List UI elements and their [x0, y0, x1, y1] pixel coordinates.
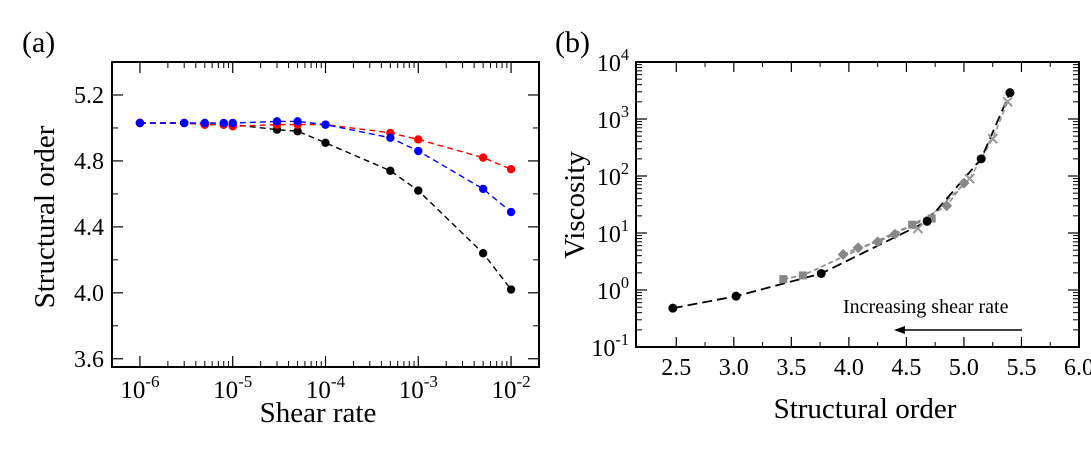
panel-b-y-tick-labels: 10-1 100 101 102 103 104 — [591, 45, 629, 362]
panel-b-point-black-circles — [731, 291, 741, 301]
panel-a-point-blue — [272, 117, 282, 126]
panel-a-y-tick-label: 4.0 — [74, 281, 104, 307]
panel-a-point-black — [506, 285, 516, 294]
panel-b-point-gray-diamonds — [852, 242, 864, 254]
panel-b-point-gray-squares — [908, 220, 917, 229]
panel-b-x-tick-label: 3.0 — [719, 355, 749, 381]
panel-b-y-tick-label: 102 — [597, 159, 629, 191]
panel-a-x-tick-label: 10-2 — [491, 372, 530, 404]
panel-a-x-tick-label: 10-6 — [120, 372, 159, 404]
panel-b-point-black-circles — [668, 303, 678, 313]
panel-a-point-blue — [135, 118, 145, 128]
panel-b-point-gray-squares — [779, 275, 788, 284]
panel-b-x-tick-label: 4.0 — [834, 355, 864, 381]
panel-a-series-line-blue — [139, 120, 512, 213]
panel-a-series-line-black — [139, 122, 512, 290]
panel-a-point-red — [478, 153, 488, 162]
panel-b-point-gray-crosses — [1002, 96, 1013, 108]
panel-b-point-gray-diamonds — [889, 228, 901, 240]
panel-a-x-tick-label: 10-4 — [306, 372, 346, 404]
panel-b-y-tick-label: 104 — [597, 45, 629, 77]
panel-a-point-blue — [414, 146, 423, 156]
panel-a-point-black — [321, 138, 330, 147]
panel-b-point-gray-crosses — [987, 133, 998, 144]
panel-a-point-blue — [200, 118, 209, 128]
panel-b-y-tick-label: 100 — [597, 273, 629, 305]
panel-b-y-tick-label: 101 — [597, 216, 629, 248]
panel-a-point-black — [478, 249, 488, 258]
panel-b-point-gray-diamonds — [941, 200, 953, 212]
panel-a-point-blue — [219, 118, 228, 128]
panel-a-y-axis-label: Structural order — [29, 125, 61, 308]
panel-b-series-lines — [672, 92, 1011, 310]
panel-b-point-black-circles — [976, 154, 986, 164]
panel-b-series-points — [668, 88, 1015, 313]
panel-a: (a) 10-6 10-5 10-4 10-3 10-2 3.6 4.0 4.4 4.8 5.2… — [22, 26, 540, 429]
panel-a-point-red — [506, 164, 516, 174]
panel-b-plot-frame — [635, 61, 1080, 348]
panel-b-y-axis-label: Viscosity — [559, 151, 591, 259]
panel-b-series-line-black-circles — [672, 92, 1011, 310]
panel-a-x-tick-label: 10-3 — [399, 372, 438, 404]
panel-a-point-blue — [228, 118, 237, 128]
panel-a-point-blue — [478, 184, 488, 194]
panel-a-x-axis-label: Shear rate — [260, 397, 377, 429]
panel-b-x-tick-label: 5.5 — [1006, 355, 1036, 381]
panel-a-label: (a) — [22, 26, 55, 59]
panel-a-y-tick-labels: 3.6 4.0 4.4 4.8 5.2 — [74, 83, 104, 373]
panel-a-ticks — [112, 62, 540, 367]
panel-a-y-tick-label: 4.8 — [74, 149, 104, 175]
panel-b-x-tick-label: 2.5 — [661, 355, 691, 381]
panel-b-label: (b) — [555, 26, 590, 59]
panel-b-x-tick-label: 3.5 — [776, 355, 806, 381]
panel-a-y-tick-label: 4.4 — [74, 215, 104, 241]
panel-a-point-black — [386, 166, 395, 176]
panel-b-point-gray-diamonds — [872, 236, 884, 248]
panel-b-series-line-gray-diamonds — [842, 182, 965, 256]
panel-a-plot-frame — [111, 61, 540, 368]
panel-b-series-line-gray-crosses — [917, 101, 1009, 230]
panel-b-x-tick-label: 6.0 — [1064, 355, 1091, 381]
panel-b-x-axis-label: Structural order — [774, 393, 957, 425]
panel-b-x-tick-label: 4.5 — [891, 355, 921, 381]
panel-a-x-tick-labels: 10-6 10-5 10-4 10-3 10-2 — [120, 372, 530, 404]
panel-a-series-points — [135, 117, 516, 294]
panel-a-point-red — [414, 135, 423, 144]
panel-b-y-tick-label: 10-1 — [591, 330, 629, 362]
panel-b-point-black-circles — [1005, 88, 1015, 98]
panel-a-point-blue — [293, 117, 302, 126]
panel-a-point-blue — [506, 207, 516, 217]
panel-a-x-tick-label: 10-5 — [213, 372, 252, 404]
panel-b: (b) 2.5 3.0 3.5 4.0 4.5 5.0 5.5 6.0 10-11001011… — [555, 26, 1091, 425]
panel-b-annotation-arrow-head — [894, 326, 905, 334]
panel-a-point-blue — [321, 120, 330, 129]
panel-b-point-black-circles — [816, 268, 826, 278]
panel-b-y-tick-label: 103 — [597, 102, 629, 134]
panel-b-x-tick-label: 5.0 — [949, 355, 979, 381]
panel-b-point-gray-squares — [927, 214, 936, 223]
panel-a-point-blue — [386, 133, 395, 143]
panel-a-point-blue — [180, 118, 189, 128]
panel-b-point-gray-diamonds — [958, 177, 970, 189]
panel-b-point-gray-squares — [798, 271, 807, 280]
panel-b-x-tick-labels: 2.5 3.0 3.5 4.0 4.5 5.0 5.5 6.0 — [661, 355, 1091, 381]
panel-a-y-tick-label: 5.2 — [74, 83, 104, 109]
panel-a-y-tick-label: 3.6 — [74, 347, 104, 373]
panel-b-point-gray-diamonds — [837, 248, 849, 260]
panel-a-point-black — [293, 127, 302, 136]
panel-b-annotation: Increasing shear rate — [843, 296, 1009, 318]
panel-b-point-black-circles — [922, 216, 932, 226]
panel-a-point-black — [414, 186, 423, 195]
